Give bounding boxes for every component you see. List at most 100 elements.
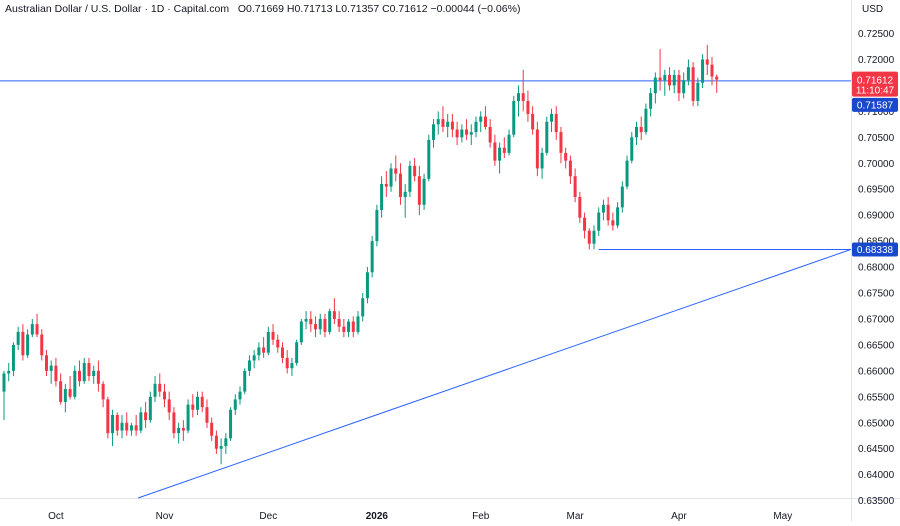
candle-body (540, 152, 544, 169)
candle-body (309, 318, 313, 325)
candle-body (573, 176, 577, 197)
legend-change: −0.00044 (−0.06%) (430, 3, 521, 15)
candle-body (545, 121, 549, 153)
y-tick-label: 0.66500 (858, 340, 895, 351)
candle-body (408, 165, 412, 192)
candle-body (21, 331, 25, 356)
candle-body (531, 113, 535, 130)
candle-body (620, 186, 624, 208)
candle-body (512, 100, 516, 135)
candle-body (68, 389, 72, 397)
last-price-badge-bg (852, 71, 898, 97)
candle-body (663, 75, 667, 81)
candle-body (578, 196, 582, 218)
x-tick-label: Dec (259, 511, 277, 521)
candle-body (252, 355, 256, 361)
candle-body (597, 212, 601, 231)
candle-body (328, 311, 332, 332)
candle-body (422, 178, 426, 205)
symbol-title: Australian Dollar / U.S. Dollar · 1D · C… (5, 3, 230, 15)
candle-body (639, 126, 643, 133)
candle-body (262, 347, 266, 353)
candle-body (7, 370, 11, 374)
y-tick-label: 0.71000 (858, 107, 895, 118)
candle-body (82, 363, 86, 382)
candle-body (436, 119, 440, 125)
candle-body (266, 331, 270, 353)
candle-body (696, 82, 700, 101)
candle-body (290, 363, 294, 369)
y-tick-label: 0.69000 (858, 211, 895, 222)
candle-body (210, 422, 214, 436)
candle-body (469, 132, 473, 135)
candle-body (205, 407, 209, 423)
candle-body (705, 59, 709, 65)
x-tick-label: Oct (48, 511, 64, 521)
candle-body (616, 207, 620, 226)
candle-body (332, 311, 336, 319)
candle-body (432, 124, 436, 140)
candle-body (106, 399, 110, 434)
resistance-badge: 0.71587 (857, 100, 894, 111)
candle-body (87, 363, 91, 377)
legend-close: C0.71612 (382, 3, 428, 15)
candle-body (644, 108, 648, 133)
candle-body (427, 139, 431, 179)
candle-body (601, 204, 605, 213)
candle-body (153, 383, 157, 397)
candle-body (686, 67, 690, 81)
candle-body (701, 59, 705, 83)
candle-body (63, 389, 67, 402)
resistance-badge-bg (852, 97, 898, 112)
candle-body (682, 80, 686, 94)
currency-label: USD (862, 4, 883, 15)
candle-body (219, 446, 223, 449)
candle-body (715, 76, 719, 80)
candle-body (30, 324, 34, 335)
candle-body (191, 404, 195, 410)
y-tick-label: 0.69500 (858, 185, 895, 196)
x-tick-label: Feb (472, 511, 490, 521)
candle-body (493, 142, 497, 161)
y-tick-label: 0.70500 (858, 133, 895, 144)
candle-body (384, 184, 388, 187)
candle-body (498, 147, 502, 161)
candle-body (502, 147, 506, 153)
trendline[interactable] (137, 248, 852, 499)
candle-body (125, 422, 129, 431)
candle-body (465, 129, 469, 135)
candle-body (516, 93, 520, 101)
candle-body (323, 318, 327, 332)
candle-body (196, 396, 200, 410)
candle-body (148, 396, 152, 421)
candle-body (35, 324, 39, 335)
candle-body (238, 391, 242, 400)
candle-body (342, 326, 346, 332)
candle-body (658, 77, 662, 81)
candle-body (200, 396, 204, 408)
candle-body (111, 414, 115, 434)
candle-body (285, 357, 289, 369)
candle-body (73, 370, 77, 397)
candle-body (337, 318, 341, 327)
candle-body (26, 334, 30, 356)
y-tick-label: 0.67000 (858, 314, 895, 325)
candle-body (247, 360, 251, 371)
candle-body (271, 331, 275, 340)
x-tick-label: Mar (567, 511, 585, 521)
candle-body (550, 113, 554, 122)
legend-low: L0.71357 (335, 3, 380, 15)
candle-body (167, 399, 171, 413)
candle-body (11, 344, 15, 371)
candle-body (375, 209, 379, 242)
candle-body (488, 126, 492, 143)
candle-body (120, 422, 124, 431)
candle-body (535, 129, 539, 169)
candle-body (668, 75, 672, 86)
support-badge-bg (852, 242, 898, 257)
candle-body (40, 334, 44, 356)
candle-body (295, 342, 299, 364)
candle-body (564, 152, 568, 161)
